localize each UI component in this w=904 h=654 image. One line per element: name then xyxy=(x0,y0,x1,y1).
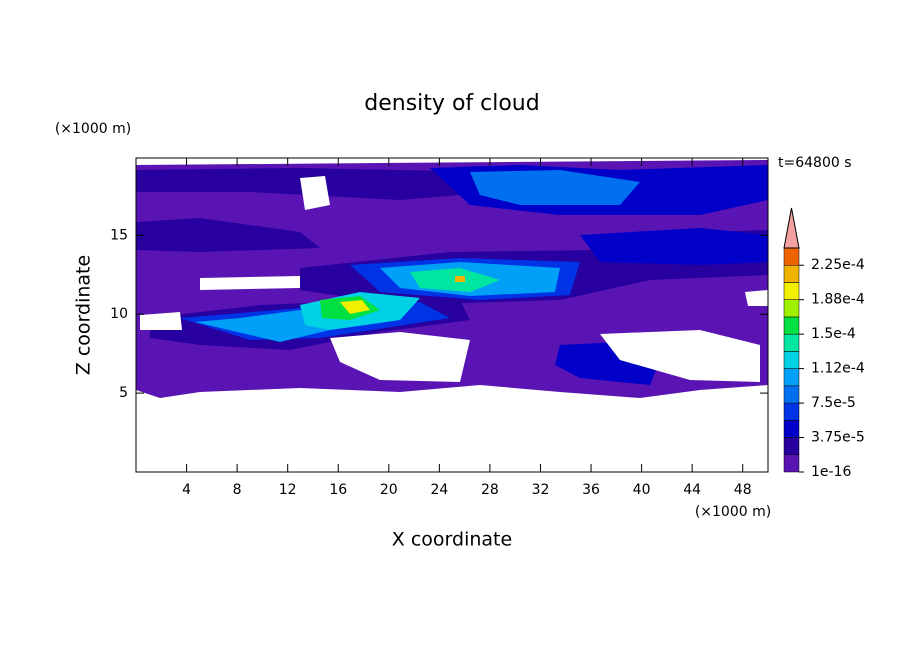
x-tick-label: 44 xyxy=(683,482,701,498)
contour-region xyxy=(470,170,640,205)
field xyxy=(136,160,768,472)
x-tick-label: 8 xyxy=(233,482,242,498)
contour-region xyxy=(580,228,768,265)
contour-region xyxy=(455,276,465,282)
colorbar-extend xyxy=(783,207,800,249)
x-tick-label: 28 xyxy=(481,482,499,498)
x-tick-label: 32 xyxy=(532,482,550,498)
x-axis-label: X coordinate xyxy=(392,529,512,551)
colorbar-label: 1.88e-4 xyxy=(811,292,865,308)
x-tick-label: 4 xyxy=(182,482,191,498)
x-tick-label: 48 xyxy=(734,482,752,498)
empty-region xyxy=(136,398,768,472)
colorbar-box xyxy=(783,368,800,387)
x-tick-label: 16 xyxy=(329,482,347,498)
y-tick-label: 5 xyxy=(119,385,128,401)
y-tick-label: 10 xyxy=(110,306,128,322)
y-axis-label: Z coordinate xyxy=(73,255,95,375)
colorbar-box xyxy=(783,454,800,473)
chart-title: density of cloud xyxy=(364,91,539,116)
empty-region xyxy=(200,276,300,290)
colorbar-label: 2.25e-4 xyxy=(811,257,865,273)
colorbar-box xyxy=(783,351,800,369)
colorbar-box xyxy=(783,282,800,300)
colorbar-box xyxy=(783,333,800,352)
colorbar-label: 1.12e-4 xyxy=(811,361,865,377)
time-label: t=64800 s xyxy=(778,155,852,171)
x-tick-label: 12 xyxy=(279,482,297,498)
y-unit: (×1000 m) xyxy=(55,121,131,137)
colorbar-box xyxy=(783,299,800,318)
colorbar-box xyxy=(783,420,800,438)
plot-frame xyxy=(135,157,769,473)
colorbar-box xyxy=(783,402,800,421)
colorbar-label: 1e-16 xyxy=(811,464,851,480)
colorbar-box xyxy=(783,247,800,266)
y-tick-label: 15 xyxy=(110,227,128,243)
empty-region xyxy=(300,176,330,210)
empty-region xyxy=(745,290,768,306)
contour-region xyxy=(136,168,520,200)
contour-region xyxy=(136,218,320,252)
colorbar-box xyxy=(783,316,800,335)
x-tick-label: 40 xyxy=(633,482,651,498)
colorbar-box xyxy=(783,437,800,456)
contour-region xyxy=(340,300,370,314)
empty-region xyxy=(600,330,760,382)
contour-region xyxy=(195,310,330,342)
x-unit: (×1000 m) xyxy=(695,504,771,520)
colorbar-label: 3.75e-5 xyxy=(811,430,865,446)
x-tick-label: 20 xyxy=(380,482,398,498)
empty-region xyxy=(330,332,470,382)
colorbar-box xyxy=(783,264,800,283)
colorbar-box xyxy=(783,385,800,404)
empty-region xyxy=(140,312,182,330)
colorbar-label: 7.5e-5 xyxy=(811,395,856,411)
x-tick-label: 24 xyxy=(430,482,448,498)
colorbar-label: 1.5e-4 xyxy=(811,326,856,342)
x-tick-label: 36 xyxy=(582,482,600,498)
